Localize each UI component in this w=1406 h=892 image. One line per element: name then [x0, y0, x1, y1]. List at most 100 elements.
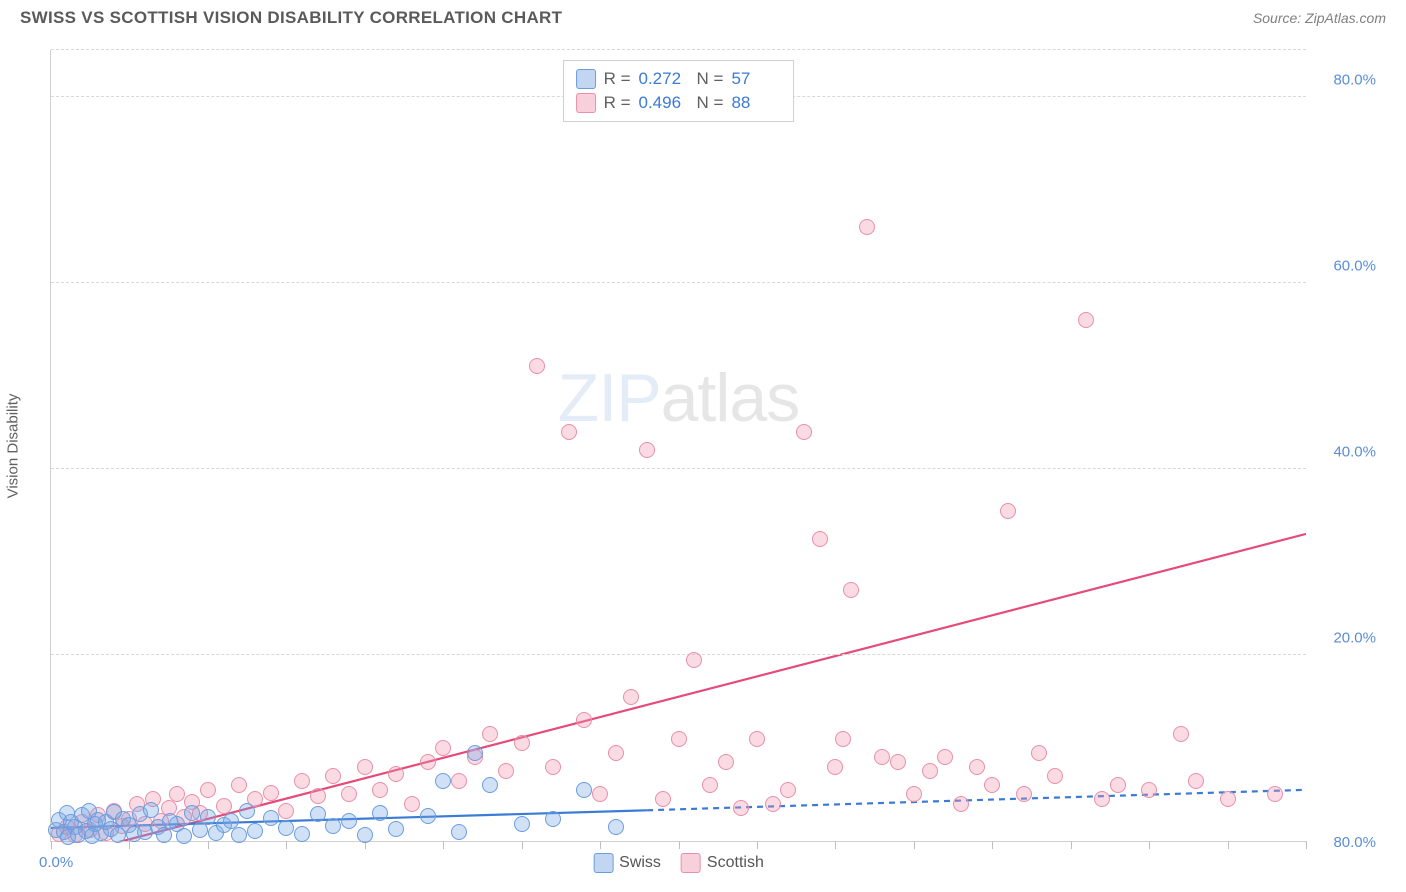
- data-point: [529, 358, 545, 374]
- x-tick: [1071, 841, 1072, 849]
- data-point: [671, 731, 687, 747]
- data-point: [561, 424, 577, 440]
- legend-swatch-swiss: [576, 69, 596, 89]
- data-point: [984, 777, 1000, 793]
- x-tick: [757, 841, 758, 849]
- data-point: [184, 805, 200, 821]
- legend-item-swiss: Swiss: [593, 853, 661, 873]
- data-point: [922, 763, 938, 779]
- legend-n-label: N =: [697, 93, 724, 113]
- x-tick: [914, 841, 915, 849]
- legend-r-swiss: 0.272: [639, 69, 689, 89]
- data-point: [482, 777, 498, 793]
- data-point: [686, 652, 702, 668]
- data-point: [765, 796, 781, 812]
- data-point: [639, 442, 655, 458]
- data-point: [176, 828, 192, 844]
- data-point: [718, 754, 734, 770]
- x-tick: [600, 841, 601, 849]
- x-tick: [992, 841, 993, 849]
- data-point: [623, 689, 639, 705]
- data-point: [576, 712, 592, 728]
- x-axis-min-label: 0.0%: [39, 854, 73, 871]
- x-axis-max-label: 80.0%: [1333, 834, 1376, 851]
- gridline: [51, 282, 1306, 283]
- data-point: [143, 802, 159, 818]
- data-point: [874, 749, 890, 765]
- legend-item-scottish: Scottish: [681, 853, 764, 873]
- data-point: [906, 786, 922, 802]
- data-point: [467, 745, 483, 761]
- data-point: [420, 754, 436, 770]
- data-point: [702, 777, 718, 793]
- chart-source: Source: ZipAtlas.com: [1253, 10, 1386, 26]
- data-point: [1267, 786, 1283, 802]
- y-tick-label: 20.0%: [1316, 629, 1376, 646]
- data-point: [890, 754, 906, 770]
- data-point: [859, 219, 875, 235]
- plot-area: Vision Disability ZIPatlas R = 0.272 N =…: [50, 50, 1306, 842]
- chart-container: Vision Disability ZIPatlas R = 0.272 N =…: [50, 50, 1386, 842]
- data-point: [200, 782, 216, 798]
- data-point: [969, 759, 985, 775]
- data-point: [843, 582, 859, 598]
- data-point: [451, 773, 467, 789]
- data-point: [937, 749, 953, 765]
- data-point: [451, 824, 467, 840]
- data-point: [169, 786, 185, 802]
- data-point: [514, 816, 530, 832]
- legend-stats-swiss: R = 0.272 N = 57: [576, 67, 782, 91]
- data-point: [1000, 503, 1016, 519]
- x-tick: [522, 841, 523, 849]
- data-point: [388, 821, 404, 837]
- gridline: [51, 49, 1306, 50]
- data-point: [372, 805, 388, 821]
- legend-swatch-scottish: [576, 93, 596, 113]
- data-point: [608, 745, 624, 761]
- data-point: [953, 796, 969, 812]
- y-tick-label: 60.0%: [1316, 257, 1376, 274]
- data-point: [733, 800, 749, 816]
- data-point: [1141, 782, 1157, 798]
- data-point: [1016, 786, 1032, 802]
- legend-stats-scottish: R = 0.496 N = 88: [576, 91, 782, 115]
- x-tick: [208, 841, 209, 849]
- x-tick: [679, 841, 680, 849]
- legend-swatch-scottish-icon: [681, 853, 701, 873]
- data-point: [749, 731, 765, 747]
- data-point: [294, 773, 310, 789]
- gridline: [51, 654, 1306, 655]
- watermark: ZIPatlas: [558, 359, 799, 437]
- data-point: [357, 827, 373, 843]
- data-point: [1188, 773, 1204, 789]
- x-tick: [129, 841, 130, 849]
- data-point: [545, 759, 561, 775]
- data-point: [310, 788, 326, 804]
- data-point: [388, 766, 404, 782]
- data-point: [325, 818, 341, 834]
- data-point: [341, 813, 357, 829]
- y-tick-label: 80.0%: [1316, 71, 1376, 88]
- data-point: [278, 803, 294, 819]
- data-point: [592, 786, 608, 802]
- data-point: [372, 782, 388, 798]
- legend-label-scottish: Scottish: [707, 854, 764, 872]
- watermark-atlas: atlas: [661, 360, 800, 436]
- y-tick-label: 40.0%: [1316, 443, 1376, 460]
- legend-n-scottish: 88: [731, 93, 781, 113]
- data-point: [357, 759, 373, 775]
- data-point: [608, 819, 624, 835]
- data-point: [1094, 791, 1110, 807]
- data-point: [420, 808, 436, 824]
- x-tick: [51, 841, 52, 849]
- legend-r-label: R =: [604, 93, 631, 113]
- legend-n-label: N =: [697, 69, 724, 89]
- data-point: [263, 810, 279, 826]
- data-point: [404, 796, 420, 812]
- data-point: [498, 763, 514, 779]
- data-point: [310, 806, 326, 822]
- data-point: [827, 759, 843, 775]
- chart-header: SWISS VS SCOTTISH VISION DISABILITY CORR…: [0, 0, 1406, 32]
- data-point: [1220, 791, 1236, 807]
- x-tick: [1149, 841, 1150, 849]
